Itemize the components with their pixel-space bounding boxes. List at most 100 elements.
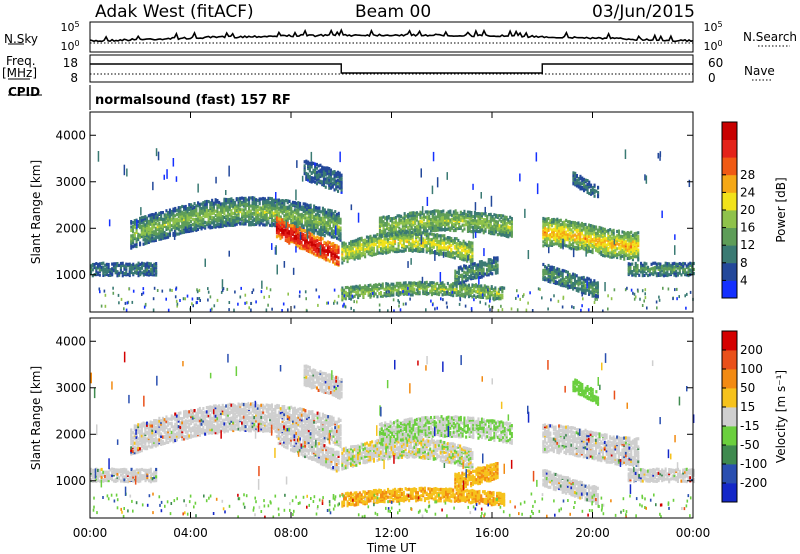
p0-cell-2596	[379, 286, 382, 290]
p0-cell-4015	[582, 239, 585, 243]
p0-cell-3347	[428, 222, 431, 226]
p0-cell-3093	[489, 268, 492, 272]
p0-cell-2289	[429, 232, 432, 236]
p0-cell-2138	[397, 245, 400, 249]
p0-cell-567	[186, 218, 189, 222]
p0-cell-2292	[430, 245, 433, 249]
p0-cell-127	[135, 270, 138, 274]
p0-cell-1822	[328, 259, 331, 263]
p0-cell-1577	[277, 230, 280, 234]
p0-cell-3887	[561, 235, 564, 239]
p0-cell-4722	[666, 273, 669, 278]
p0-cell-372	[156, 224, 159, 228]
p0-cell-2957	[501, 296, 504, 300]
p0-cell-3920	[566, 233, 569, 237]
p0-cell-4541	[579, 276, 582, 280]
p0-cell-1592	[279, 217, 282, 221]
p0-cell-1795	[321, 247, 324, 251]
p0-cell-2479	[471, 259, 474, 263]
p0-cell-772	[218, 202, 221, 206]
p0-cell-2473	[469, 250, 472, 254]
p0-cell-4074	[591, 248, 594, 252]
p0-cell-1301	[299, 204, 302, 208]
p0-cell-1962	[358, 241, 361, 245]
p0-cell-1848	[334, 252, 337, 256]
p0-cell-1839	[332, 252, 335, 256]
p0-cell-3636	[489, 226, 492, 230]
p0-cell-2558	[365, 285, 368, 289]
p0-cell-4455	[556, 267, 559, 271]
p0-cell-816	[225, 208, 228, 212]
p0-cell-1367	[309, 213, 312, 217]
p0-cell-485	[174, 221, 177, 225]
p0-cell-3038	[473, 262, 476, 266]
p0-cell-3192	[393, 230, 396, 234]
p0-cell-4405	[544, 265, 547, 269]
p0-cell-4639	[634, 269, 637, 273]
p0-cell-4718	[664, 267, 667, 271]
p0-cell-3480	[454, 217, 457, 221]
p0-cell-3464	[451, 213, 454, 217]
p0-cell-1147	[274, 198, 277, 202]
p0-cell-295	[146, 231, 149, 235]
p0-cell-4927	[329, 186, 332, 190]
p0-cell-4929	[329, 183, 332, 187]
p0-cell-288	[144, 217, 147, 221]
p0-cell-399	[160, 217, 163, 221]
p0-cell-2186	[408, 242, 411, 246]
p0-cell-2474	[469, 247, 472, 251]
p0-cell-4412	[547, 279, 550, 283]
p0-cell-3280	[412, 215, 415, 219]
p0-cell-3845	[556, 239, 559, 243]
p0-cell-3859	[558, 239, 561, 243]
p0-cell-922	[241, 208, 244, 212]
p0-cell-4237	[614, 238, 617, 242]
p0-cell-3512	[463, 227, 466, 231]
p0-cell-3882	[559, 218, 562, 222]
p0-cell-2348	[443, 251, 446, 255]
p0-cell-1398	[314, 225, 317, 229]
p0-cell-397	[160, 224, 163, 228]
p0-cell-4470	[559, 270, 562, 274]
p0-cell-2072	[383, 243, 386, 247]
p0-cell-586	[190, 229, 193, 233]
p0-cell-3391	[437, 223, 440, 227]
p0-cell-3504	[459, 212, 462, 216]
p0-cell-1378	[311, 219, 314, 224]
p0-cell-4677	[650, 272, 653, 276]
p0-cell-870	[232, 198, 235, 203]
p0-cell-2601	[381, 282, 384, 286]
p0-cell-579	[188, 218, 191, 222]
p0-cell-1501	[330, 235, 333, 239]
p0-cell-1760	[314, 243, 317, 247]
p0-cell-104	[126, 262, 129, 266]
p0-cell-900	[237, 206, 240, 210]
p0-cell-1199	[283, 206, 286, 210]
p0-cell-3923	[566, 223, 569, 228]
p0-cell-2346	[441, 234, 444, 238]
p0-cell-4731	[668, 265, 671, 270]
p0-cell-4077	[591, 243, 594, 247]
p0-cell-1700	[302, 238, 305, 242]
p0-cell-916	[241, 222, 244, 226]
p0-cell-1097	[269, 223, 272, 227]
p0-cell-149	[142, 269, 145, 273]
p0-cell-2759	[434, 284, 437, 288]
p0-cell-2965	[454, 278, 457, 282]
p0-cell-1432	[318, 208, 321, 212]
p0-cell-3491	[458, 226, 461, 230]
p0-cell-3966	[573, 221, 576, 225]
p0-cell-3903	[563, 230, 566, 234]
p0-cell-2983	[459, 281, 462, 285]
p0-cell-765	[218, 218, 221, 223]
p0-cell-2063	[381, 246, 384, 250]
p0-cell-243	[137, 223, 140, 227]
p0-cell-2582	[374, 287, 377, 291]
p0-cell-2237	[418, 242, 421, 246]
p0-cell-500	[177, 232, 180, 236]
p0-cell-3063	[480, 269, 483, 273]
p0-cell-2845	[462, 283, 465, 287]
p0-cell-2878	[474, 295, 477, 299]
p0-cell-1672	[297, 241, 300, 245]
p0-cell-871	[234, 223, 237, 227]
